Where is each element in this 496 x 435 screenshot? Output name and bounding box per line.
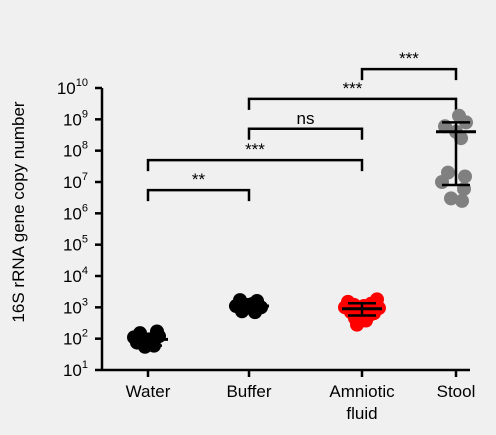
- data-point: [454, 131, 468, 146]
- y-tick-label: 109: [63, 108, 88, 129]
- data-point: [435, 175, 449, 189]
- error-bars: [128, 121, 476, 347]
- x-tick-label: Stool: [437, 382, 476, 401]
- y-tick-label: 1010: [57, 77, 88, 98]
- y-tick-label: 107: [63, 171, 88, 192]
- y-tick-label: 101: [63, 359, 88, 380]
- significance-label: ***: [245, 140, 265, 159]
- x-tick-label: Buffer: [226, 382, 271, 401]
- significance-bracket: [247, 97, 458, 110]
- data-point: [350, 317, 364, 332]
- y-tick-label: 103: [63, 296, 88, 317]
- data-point: [127, 330, 141, 345]
- significance-bracket: [360, 67, 458, 81]
- y-axis: 101 102 103 104 105 106 107 108 109 1010: [57, 77, 104, 380]
- y-tick-label: 108: [63, 140, 88, 161]
- significance-bracket: [247, 127, 364, 140]
- y-tick-label: 105: [63, 234, 88, 255]
- significance-label: ns: [297, 109, 315, 128]
- x-tick-label: fluid: [346, 404, 377, 423]
- x-tick-label: Amniotic: [329, 382, 395, 401]
- significance-brackets: *****ns******: [146, 49, 458, 202]
- data-point: [444, 191, 458, 206]
- data-point: [455, 193, 469, 208]
- data-point: [458, 169, 472, 184]
- y-tick-label: 106: [63, 202, 88, 223]
- x-axis: Water Buffer Amniotic fluid Stool: [102, 368, 476, 423]
- significance-bracket: [146, 188, 251, 202]
- significance-label: ***: [399, 49, 419, 68]
- significance-label: **: [192, 170, 206, 189]
- significance-label: ***: [343, 79, 363, 98]
- significance-bracket: [146, 158, 364, 172]
- y-axis-title: 16S rRNA gene copy number: [9, 101, 28, 322]
- y-tick-label: 104: [63, 265, 88, 286]
- y-tick-label: 102: [63, 328, 88, 349]
- x-tick-label: Water: [126, 382, 171, 401]
